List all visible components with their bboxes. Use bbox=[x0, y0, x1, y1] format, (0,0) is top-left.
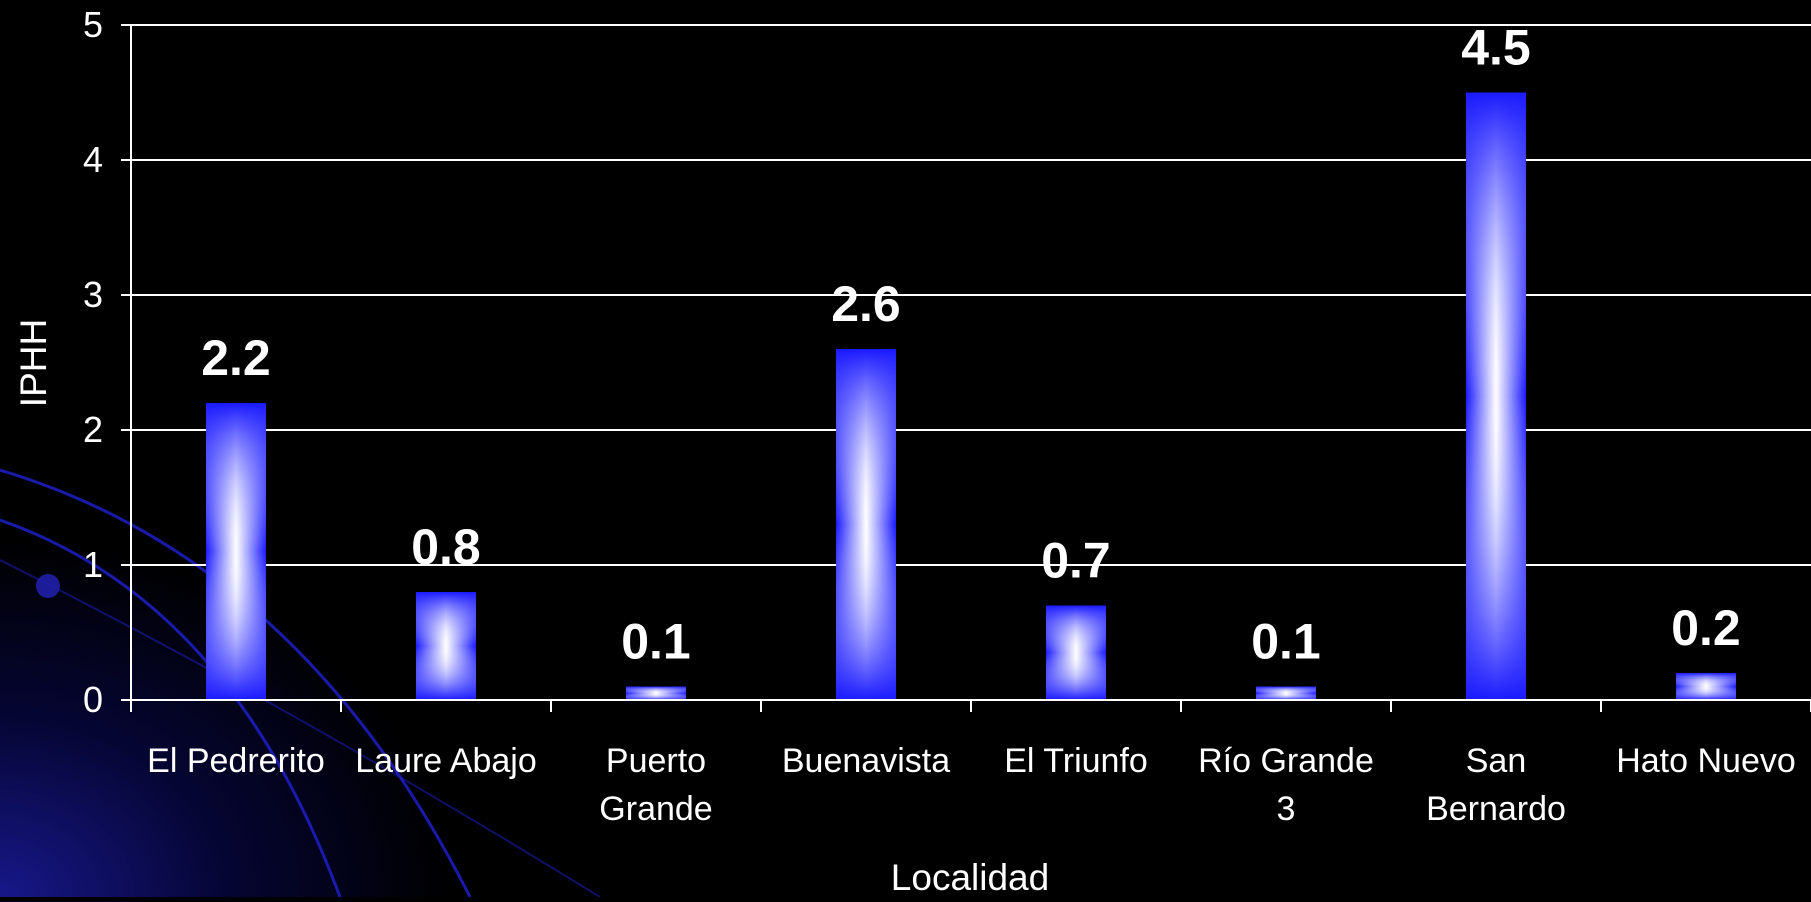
data-label: 0.2 bbox=[1671, 600, 1741, 656]
x-tick-label: El Triunfo bbox=[1004, 742, 1148, 780]
background-decoration bbox=[0, 420, 601, 898]
data-label: 2.2 bbox=[201, 330, 271, 386]
y-tick-label: 1 bbox=[83, 544, 103, 585]
bar-shade bbox=[1676, 673, 1736, 700]
bar-shade bbox=[206, 403, 266, 700]
bar-shade bbox=[1256, 686, 1316, 700]
y-tick-label: 3 bbox=[83, 274, 103, 315]
bar-shade bbox=[1046, 605, 1106, 700]
bar-group: 2.2 bbox=[201, 330, 271, 700]
y-tick-label: 5 bbox=[83, 4, 103, 45]
bar-group: 0.7 bbox=[1041, 533, 1111, 700]
x-tick-label: San Bernardo bbox=[1426, 742, 1566, 828]
x-tick-label: El Pedrerito bbox=[147, 742, 325, 780]
y-tick-label: 0 bbox=[83, 679, 103, 720]
data-label: 0.1 bbox=[621, 614, 691, 670]
y-axis-label: IPHH bbox=[13, 319, 54, 407]
x-axis-label: Localidad bbox=[891, 857, 1049, 897]
y-tick-label: 2 bbox=[83, 409, 103, 450]
bar-shade bbox=[416, 592, 476, 700]
x-tick-label: Laure Abajo bbox=[355, 742, 537, 780]
x-tick-label: Puerto Grande bbox=[599, 742, 712, 828]
bar-group: 0.1 bbox=[621, 614, 691, 700]
data-label: 0.1 bbox=[1251, 614, 1321, 670]
x-axis-ticks: El Pedrerito Laure Abajo Puerto Grande Buena… bbox=[130, 700, 1811, 828]
bar-group: 0.1 bbox=[1251, 614, 1321, 700]
bar-group: 4.5 bbox=[1461, 20, 1531, 700]
y-axis-ticks: 0 1 2 3 4 5 bbox=[83, 4, 131, 720]
bars: 2.2 0.8 0.1 2.6 0.7 0.1 4.5 0.2 bbox=[201, 20, 1741, 700]
bar-shade bbox=[836, 349, 896, 700]
data-label: 4.5 bbox=[1461, 20, 1531, 76]
bar-group: 2.6 bbox=[831, 276, 901, 700]
gridlines bbox=[131, 24, 1811, 566]
bar-group: 0.2 bbox=[1671, 600, 1741, 700]
data-label: 0.8 bbox=[411, 519, 481, 575]
bar-shade bbox=[626, 686, 686, 700]
bar-group: 0.8 bbox=[411, 519, 481, 700]
x-tick-label: Buenavista bbox=[782, 742, 950, 780]
x-tick-label: Río Grande 3 bbox=[1198, 742, 1374, 828]
x-tick-label: Hato Nuevo bbox=[1616, 742, 1796, 780]
data-label: 2.6 bbox=[831, 276, 901, 332]
data-label: 0.7 bbox=[1041, 533, 1111, 589]
bar-shade bbox=[1466, 92, 1526, 700]
y-tick-label: 4 bbox=[83, 139, 103, 180]
